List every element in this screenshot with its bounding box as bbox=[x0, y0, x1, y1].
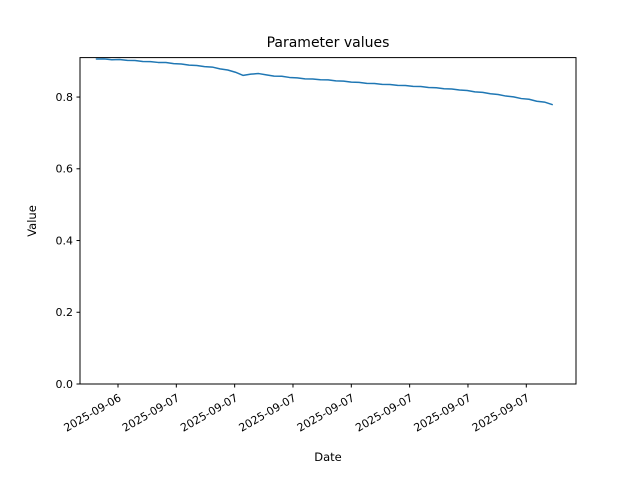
chart-title: Parameter values bbox=[267, 35, 390, 51]
x-axis-label: Date bbox=[314, 450, 342, 464]
x-tick-label: 2025-09-06 bbox=[62, 391, 124, 434]
x-tick-label: 2025-09-07 bbox=[178, 391, 240, 434]
x-tick-label: 2025-09-07 bbox=[295, 391, 357, 434]
y-tick-label: 0.2 bbox=[56, 306, 74, 319]
x-tick-label: 2025-09-07 bbox=[120, 391, 182, 434]
y-axis-label: Value bbox=[25, 205, 39, 237]
x-tick-label: 2025-09-07 bbox=[353, 391, 415, 434]
plot-frame bbox=[79, 57, 577, 385]
x-tick-label: 2025-09-07 bbox=[237, 391, 299, 434]
x-tick-label: 2025-09-07 bbox=[412, 391, 474, 434]
y-tick-label: 0.4 bbox=[56, 234, 74, 247]
x-tick-label: 2025-09-07 bbox=[470, 391, 532, 434]
y-tick-label: 0.8 bbox=[56, 91, 74, 104]
data-line bbox=[95, 58, 553, 106]
y-tick-label: 0.6 bbox=[56, 163, 74, 176]
y-tick-label: 0.0 bbox=[56, 378, 74, 391]
